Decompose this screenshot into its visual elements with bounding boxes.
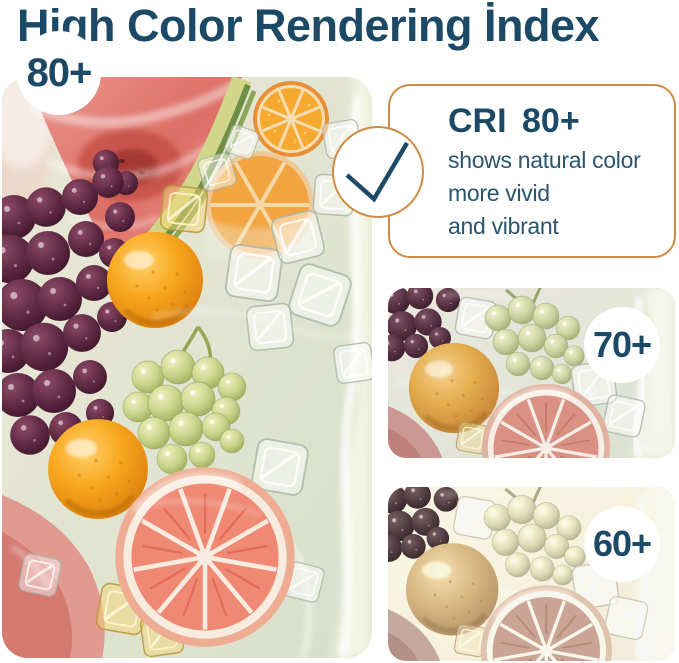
watermelon-flesh-corner (2, 495, 105, 658)
check-circle (332, 126, 424, 218)
cri-60-badge-label: 60+ (592, 523, 652, 564)
orange-slice (251, 79, 331, 159)
photo-cri-70: 70+ (388, 288, 675, 458)
panel-heading: CRI 80+ (448, 102, 580, 140)
cri-70-badge: 70+ (584, 307, 660, 383)
panel-line: more vivid (448, 180, 550, 206)
cri-info-panel: CRI 80+ shows natural color more vivid a… (388, 84, 676, 258)
page-title: High Color Rendering İndex (17, 0, 600, 51)
photo-cri-60: 60+ (388, 487, 675, 661)
main-photo-cri-80 (2, 77, 372, 658)
cri-80-badge: 80+ (17, 31, 101, 115)
checkmark-icon (345, 141, 409, 203)
panel-line: and vibrant (448, 213, 559, 239)
grapefruit-slice (115, 467, 294, 646)
cri-70-badge-label: 70+ (592, 324, 652, 365)
green-grapes (122, 325, 247, 475)
cri-60-badge: 60+ (584, 506, 660, 582)
panel-line: shows natural color (448, 147, 641, 173)
fruit-scene-vivid (2, 77, 372, 658)
cri-80-badge-label: 80+ (26, 50, 93, 95)
